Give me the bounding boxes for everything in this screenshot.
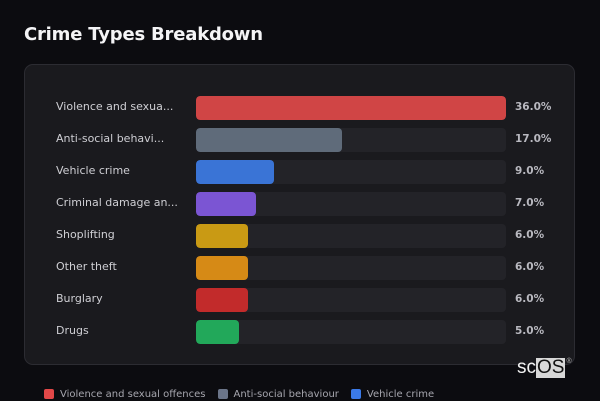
brand-logo: sc OS ® bbox=[517, 357, 572, 378]
bar-row: Shoplifting 6.0% bbox=[25, 224, 574, 248]
legend-item[interactable]: Vehicle crime bbox=[350, 388, 435, 400]
bar-track bbox=[196, 224, 506, 248]
bar-fill[interactable] bbox=[196, 128, 343, 152]
bar-value: 6.0% bbox=[515, 261, 545, 273]
bar-track bbox=[196, 160, 506, 184]
legend-label: Anti-social behaviour bbox=[233, 388, 339, 400]
bar-row: Anti-social behavi... 17.0% bbox=[25, 128, 574, 152]
bar-label: Vehicle crime bbox=[56, 164, 130, 177]
bar-row: Violence and sexua... 36.0% bbox=[25, 96, 574, 120]
legend-label: Vehicle crime bbox=[366, 388, 435, 400]
legend-item[interactable]: Anti-social behaviour bbox=[217, 388, 339, 400]
bar-value: 5.0% bbox=[515, 325, 545, 337]
bar-row: Vehicle crime 9.0% bbox=[25, 160, 574, 184]
bar-track bbox=[196, 192, 506, 216]
bar-track bbox=[196, 288, 506, 312]
bar-fill[interactable] bbox=[196, 192, 257, 216]
bar-fill[interactable] bbox=[196, 160, 274, 184]
bar-row: Burglary 6.0% bbox=[25, 288, 574, 312]
bar-fill[interactable] bbox=[196, 256, 248, 280]
bar-track bbox=[196, 96, 506, 120]
bar-track bbox=[196, 320, 506, 344]
brand-os: OS bbox=[536, 357, 566, 378]
chart-card: Violence and sexua... 36.0% Anti-social be… bbox=[24, 64, 575, 365]
bar-value: 6.0% bbox=[515, 229, 545, 241]
bar-fill[interactable] bbox=[196, 288, 248, 312]
legend-swatch-icon bbox=[217, 389, 228, 399]
bar-row: Criminal damage an... 7.0% bbox=[25, 192, 574, 216]
legend-item[interactable]: Violence and sexual offences bbox=[44, 389, 206, 400]
brand-sc: sc bbox=[517, 357, 536, 378]
bar-value: 17.0% bbox=[515, 133, 552, 145]
bar-label: Violence and sexua... bbox=[56, 100, 174, 113]
legend-swatch-icon bbox=[44, 389, 54, 399]
bar-label: Criminal damage an... bbox=[56, 196, 178, 209]
bar-fill[interactable] bbox=[196, 320, 240, 344]
bar-value: 7.0% bbox=[515, 197, 545, 209]
bar-label: Other theft bbox=[56, 260, 117, 273]
bar-row: Other theft 6.0% bbox=[25, 256, 574, 280]
registered-mark-icon: ® bbox=[566, 358, 572, 365]
legend-swatch-icon bbox=[350, 389, 361, 399]
bar-row: Drugs 5.0% bbox=[25, 320, 574, 344]
chart-legend: Violence and sexual offences Anti-social … bbox=[44, 387, 446, 401]
legend-label: Violence and sexual offences bbox=[60, 388, 206, 400]
chart-title: Crime Types Breakdown bbox=[24, 24, 263, 45]
bar-track bbox=[196, 128, 506, 152]
bar-fill[interactable] bbox=[196, 224, 248, 248]
bar-fill[interactable] bbox=[196, 96, 506, 120]
bar-value: 36.0% bbox=[515, 101, 552, 113]
bar-track bbox=[196, 256, 506, 280]
bar-label: Burglary bbox=[56, 292, 103, 305]
bar-label: Shoplifting bbox=[56, 228, 115, 241]
bar-value: 9.0% bbox=[515, 165, 545, 177]
bar-value: 6.0% bbox=[515, 293, 545, 305]
bar-label: Drugs bbox=[56, 324, 89, 337]
bar-label: Anti-social behavi... bbox=[56, 132, 165, 145]
